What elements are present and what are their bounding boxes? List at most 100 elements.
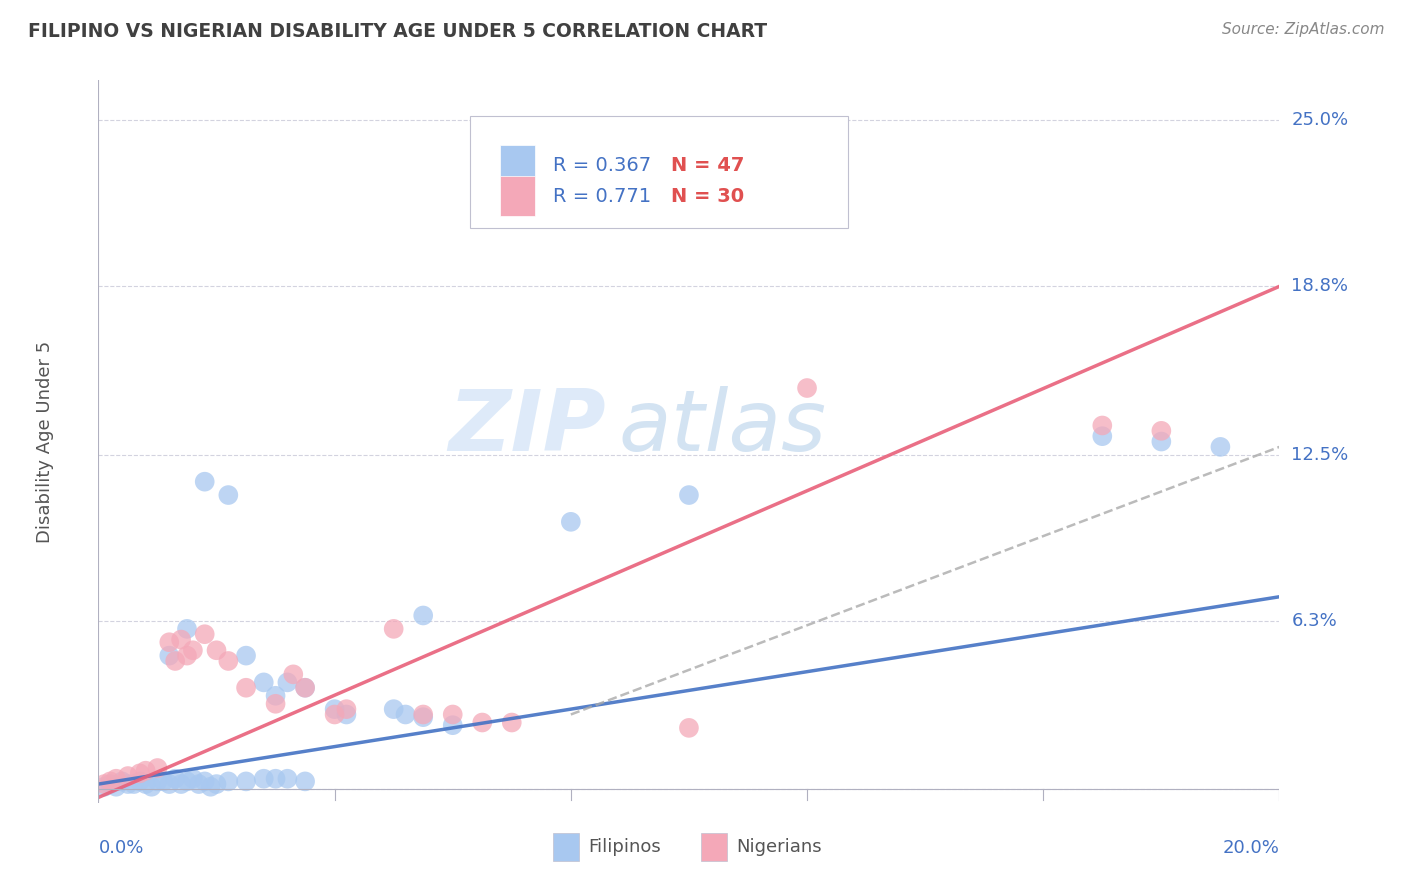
Text: Nigerians: Nigerians	[737, 838, 821, 855]
Point	[98, 774, 121, 789]
Point	[205, 777, 228, 791]
Point	[181, 643, 204, 657]
Point	[441, 707, 464, 722]
Point	[678, 488, 700, 502]
Point	[117, 769, 139, 783]
Text: FILIPINO VS NIGERIAN DISABILITY AGE UNDER 5 CORRELATION CHART: FILIPINO VS NIGERIAN DISABILITY AGE UNDE…	[28, 22, 768, 41]
Point	[412, 707, 434, 722]
Text: Disability Age Under 5: Disability Age Under 5	[37, 341, 55, 542]
Point	[1091, 429, 1114, 443]
Point	[165, 772, 187, 786]
Point	[335, 702, 357, 716]
Point	[323, 702, 346, 716]
Point	[412, 608, 434, 623]
Point	[276, 675, 298, 690]
Point	[235, 774, 257, 789]
Point	[170, 632, 193, 647]
Point	[157, 648, 180, 663]
Point	[264, 689, 287, 703]
Point	[111, 774, 134, 789]
Text: 20.0%: 20.0%	[1223, 838, 1279, 857]
Point	[105, 772, 128, 786]
Point	[264, 772, 287, 786]
Point	[157, 635, 180, 649]
Point	[135, 764, 157, 778]
Text: Source: ZipAtlas.com: Source: ZipAtlas.com	[1222, 22, 1385, 37]
Point	[165, 654, 187, 668]
Text: 0.0%: 0.0%	[98, 838, 143, 857]
Point	[217, 774, 239, 789]
Point	[117, 777, 139, 791]
Point	[1209, 440, 1232, 454]
Text: 25.0%: 25.0%	[1291, 112, 1348, 129]
Point	[235, 648, 257, 663]
Text: 6.3%: 6.3%	[1291, 612, 1337, 630]
Text: N = 47: N = 47	[671, 156, 745, 175]
Point	[194, 774, 217, 789]
Point	[93, 777, 115, 791]
Point	[441, 718, 464, 732]
FancyBboxPatch shape	[501, 145, 536, 185]
Point	[152, 774, 174, 789]
Point	[128, 766, 150, 780]
Point	[176, 774, 198, 789]
Point	[217, 654, 239, 668]
FancyBboxPatch shape	[553, 833, 579, 861]
Point	[170, 777, 193, 791]
Point	[205, 643, 228, 657]
Point	[294, 681, 316, 695]
Text: R = 0.771: R = 0.771	[553, 186, 651, 206]
Point	[187, 777, 209, 791]
Point	[264, 697, 287, 711]
Point	[194, 627, 217, 641]
Point	[146, 761, 169, 775]
Text: Filipinos: Filipinos	[589, 838, 661, 855]
Point	[217, 488, 239, 502]
Point	[382, 702, 405, 716]
Point	[235, 681, 257, 695]
Point	[98, 777, 121, 791]
Point	[181, 772, 204, 786]
Point	[253, 675, 276, 690]
Point	[382, 622, 405, 636]
Point	[294, 774, 316, 789]
Point	[1150, 434, 1173, 449]
Point	[283, 667, 305, 681]
Point	[105, 780, 128, 794]
Point	[200, 780, 222, 794]
Point	[1091, 418, 1114, 433]
Point	[471, 715, 494, 730]
Point	[128, 774, 150, 789]
Text: 18.8%: 18.8%	[1291, 277, 1348, 295]
FancyBboxPatch shape	[501, 177, 536, 216]
Text: 12.5%: 12.5%	[1291, 446, 1348, 464]
Point	[796, 381, 818, 395]
Text: N = 30: N = 30	[671, 186, 744, 206]
Point	[176, 648, 198, 663]
Point	[276, 772, 298, 786]
FancyBboxPatch shape	[471, 116, 848, 228]
Point	[678, 721, 700, 735]
FancyBboxPatch shape	[700, 833, 727, 861]
Point	[323, 707, 346, 722]
Point	[294, 681, 316, 695]
Point	[335, 707, 357, 722]
Point	[412, 710, 434, 724]
Point	[93, 780, 115, 794]
Point	[135, 777, 157, 791]
Point	[394, 707, 416, 722]
Point	[157, 777, 180, 791]
Point	[141, 780, 163, 794]
Point	[146, 774, 169, 789]
Point	[1150, 424, 1173, 438]
Point	[122, 777, 145, 791]
Point	[766, 207, 789, 221]
Point	[176, 622, 198, 636]
Text: R = 0.367: R = 0.367	[553, 156, 651, 175]
Text: atlas: atlas	[619, 385, 827, 468]
Point	[501, 715, 523, 730]
Point	[194, 475, 217, 489]
Point	[560, 515, 582, 529]
Text: ZIP: ZIP	[449, 385, 606, 468]
Point	[253, 772, 276, 786]
